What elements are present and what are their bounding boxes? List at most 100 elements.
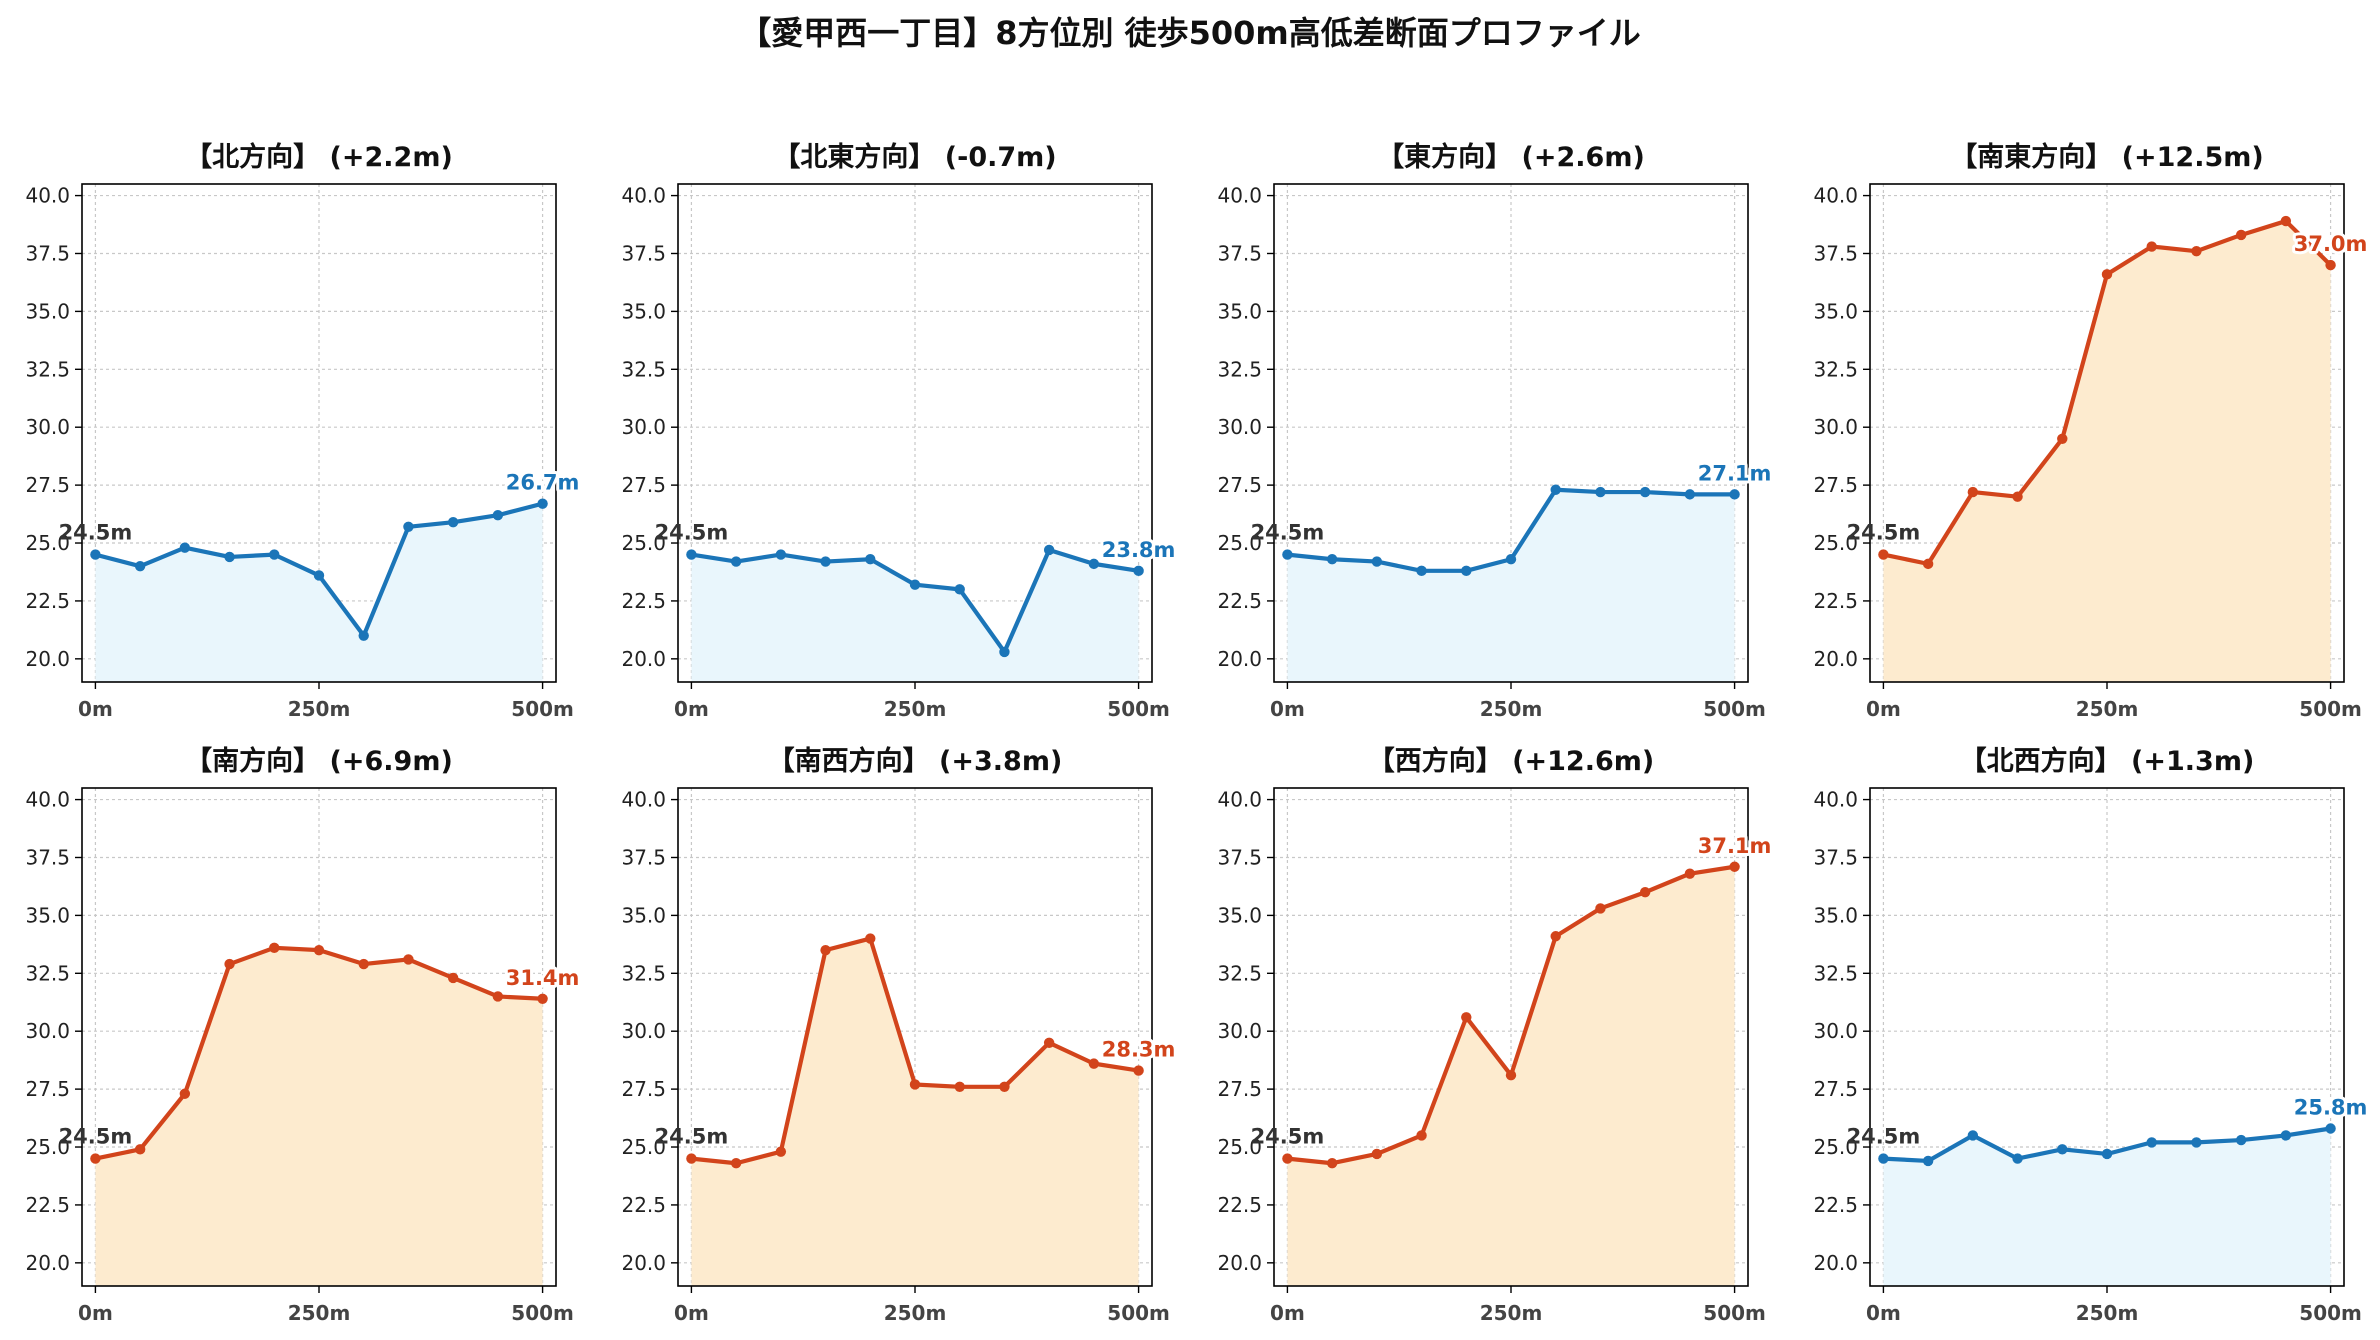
x-tick-label: 500m — [1107, 697, 1170, 721]
data-point — [1088, 1058, 1100, 1069]
y-tick-label: 20.0 — [1813, 647, 1858, 671]
y-tick-label: 35.0 — [1217, 903, 1262, 927]
start-value-label: 24.5m — [1847, 1125, 1921, 1149]
data-point — [269, 549, 280, 560]
data-point — [358, 630, 369, 641]
x-tick-label: 500m — [2299, 697, 2362, 721]
data-point — [1729, 861, 1740, 872]
y-tick-label: 22.5 — [621, 1193, 666, 1217]
panel-title: 【北西方向】 (+1.3m) — [1960, 745, 2255, 777]
y-tick-label: 30.0 — [25, 415, 70, 439]
y-tick-label: 37.5 — [25, 241, 70, 265]
x-tick-label: 500m — [511, 1301, 574, 1325]
y-tick-label: 40.0 — [621, 184, 666, 208]
y-tick-label: 35.0 — [621, 903, 666, 927]
figure-title: 【愛甲西一丁目】8方位別 徒歩500m高低差断面プロファイル — [739, 14, 1641, 52]
panel-title: 【北方向】 (+2.2m) — [185, 141, 453, 173]
data-point — [1043, 1037, 1055, 1048]
start-value-label: 24.5m — [1847, 521, 1921, 545]
data-point — [90, 549, 101, 560]
data-point — [358, 958, 369, 970]
data-point — [730, 1158, 742, 1169]
data-point — [2012, 491, 2023, 502]
y-tick-label: 25.0 — [1217, 531, 1262, 555]
start-value-label: 24.5m — [655, 521, 729, 545]
y-tick-label: 30.0 — [25, 1019, 70, 1043]
y-tick-label: 40.0 — [1217, 788, 1262, 812]
data-point — [313, 570, 325, 581]
x-tick-label: 250m — [288, 1301, 351, 1325]
data-point — [2235, 229, 2247, 241]
x-tick-label: 250m — [884, 1301, 947, 1325]
data-point — [537, 993, 548, 1004]
y-tick-label: 20.0 — [1217, 647, 1262, 671]
y-tick-label: 32.5 — [25, 357, 70, 381]
y-tick-label: 20.0 — [1217, 1251, 1262, 1275]
y-tick-label: 32.5 — [621, 357, 666, 381]
area-fill — [1883, 1128, 2331, 1286]
data-point — [2280, 1130, 2292, 1141]
y-tick-label: 30.0 — [1217, 1019, 1262, 1043]
data-point — [1550, 931, 1561, 942]
y-tick-label: 30.0 — [1217, 415, 1262, 439]
x-tick-label: 250m — [1480, 697, 1543, 721]
data-point — [1505, 1070, 1517, 1081]
data-point — [2101, 269, 2113, 280]
data-point — [2146, 1137, 2157, 1148]
y-tick-label: 32.5 — [621, 961, 666, 985]
data-point — [269, 942, 280, 954]
data-point — [2012, 1153, 2023, 1164]
data-point — [1967, 1130, 1979, 1141]
data-point — [1967, 486, 1979, 498]
data-point — [2101, 1148, 2113, 1160]
end-value-label: 26.7m — [506, 471, 580, 495]
data-point — [1505, 554, 1517, 565]
data-point — [1371, 556, 1383, 567]
data-point — [2280, 215, 2292, 227]
data-point — [403, 954, 414, 965]
y-tick-label: 35.0 — [1813, 903, 1858, 927]
panel-title: 【西方向】 (+12.6m) — [1368, 745, 1654, 777]
start-value-label: 24.5m — [1251, 521, 1325, 545]
y-tick-label: 27.5 — [25, 473, 70, 497]
data-point — [2235, 1134, 2247, 1146]
data-point — [909, 579, 921, 590]
y-tick-label: 40.0 — [1813, 184, 1858, 208]
y-tick-label: 37.5 — [1217, 241, 1262, 265]
data-point — [1922, 558, 1934, 570]
start-value-label: 24.5m — [1251, 1125, 1325, 1149]
y-tick-label: 22.5 — [621, 589, 666, 613]
data-point — [447, 516, 459, 528]
y-tick-label: 27.5 — [621, 473, 666, 497]
data-point — [492, 991, 504, 1002]
x-tick-label: 0m — [78, 697, 113, 721]
panels-grid: 【北方向】 (+2.2m) 20.0 22.5 25.0 27.5 30.0 32.5 35.… — [25, 141, 2370, 1325]
end-value-label: 37.1m — [1698, 834, 1772, 858]
data-point — [179, 1088, 191, 1099]
data-point — [1922, 1155, 1934, 1167]
area-fill — [691, 938, 1139, 1286]
y-tick-label: 30.0 — [621, 415, 666, 439]
end-value-label: 31.4m — [506, 966, 580, 990]
x-tick-label: 0m — [674, 1301, 709, 1325]
y-tick-label: 25.0 — [1813, 1135, 1858, 1159]
y-tick-label: 35.0 — [25, 299, 70, 323]
y-tick-label: 27.5 — [25, 1077, 70, 1101]
x-tick-label: 0m — [1866, 1301, 1901, 1325]
data-point — [820, 944, 831, 956]
data-point — [2191, 1137, 2202, 1148]
data-point — [2057, 1144, 2068, 1155]
data-point — [492, 510, 504, 521]
data-point — [1595, 903, 1606, 914]
data-point — [909, 1079, 921, 1090]
y-tick-label: 40.0 — [1813, 788, 1858, 812]
y-tick-label: 37.5 — [1813, 241, 1858, 265]
data-point — [1326, 554, 1338, 565]
end-value-label: 37.0m — [2294, 232, 2368, 256]
data-point — [1878, 549, 1889, 560]
y-tick-label: 22.5 — [1217, 589, 1262, 613]
x-tick-label: 250m — [2076, 1301, 2139, 1325]
y-tick-label: 25.0 — [1813, 531, 1858, 555]
start-value-label: 24.5m — [59, 521, 133, 545]
data-point — [1550, 484, 1561, 495]
